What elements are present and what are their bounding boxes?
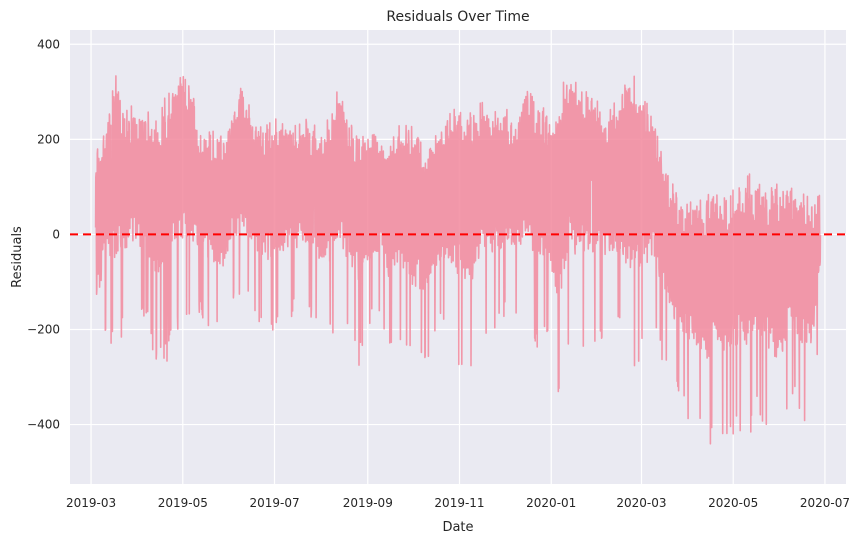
x-tick-label: 2020-07: [800, 496, 850, 510]
y-tick-labels: −400 −200 0 200 400: [27, 37, 60, 431]
x-tick-label: 2019-03: [66, 496, 116, 510]
y-axis-label: Residuals: [10, 226, 25, 288]
x-tick-label: 2020-03: [616, 496, 666, 510]
x-tick-label: 2020-01: [526, 496, 576, 510]
x-tick-label: 2019-07: [249, 496, 299, 510]
series-layer: [94, 75, 822, 445]
x-tick-label: 2019-05: [158, 496, 208, 510]
y-tick-label: 400: [37, 37, 60, 51]
x-tick-label: 2020-05: [708, 496, 758, 510]
y-tick-label: −400: [27, 418, 60, 432]
y-tick-label: 0: [52, 227, 60, 241]
y-tick-label: 200: [37, 132, 60, 146]
y-tick-label: −200: [27, 322, 60, 336]
residuals-line: [94, 75, 822, 445]
x-axis-label: Date: [442, 520, 473, 535]
x-tick-label: 2019-09: [343, 496, 393, 510]
x-tick-label: 2019-11: [434, 496, 484, 510]
x-tick-labels: 2019-03 2019-05 2019-07 2019-09 2019-11 2020-…: [66, 496, 850, 510]
chart-title: Residuals Over Time: [386, 9, 529, 25]
